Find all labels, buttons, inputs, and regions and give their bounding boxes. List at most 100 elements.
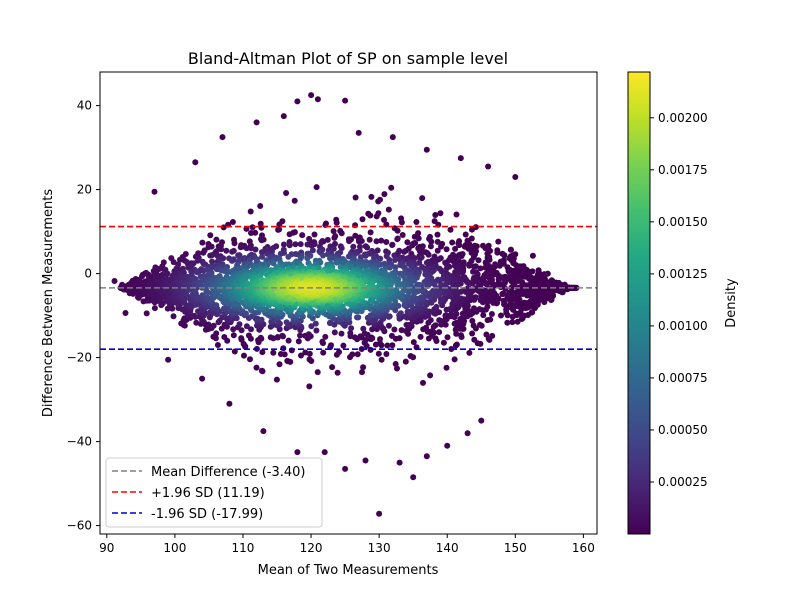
scatter-point: [234, 301, 241, 308]
scatter-point: [236, 321, 243, 328]
scatter-point: [399, 232, 406, 238]
colorbar-tick-label: 0.00100: [658, 319, 708, 333]
scatter-point: [247, 208, 254, 215]
scatter-point: [484, 303, 491, 310]
scatter-point: [470, 263, 477, 270]
scatter-point: [168, 275, 174, 282]
scatter-point: [231, 240, 238, 247]
scatter-point: [434, 247, 441, 254]
scatter-point: [311, 231, 318, 238]
scatter-point: [357, 254, 364, 261]
scatter-point: [257, 203, 264, 209]
scatter-point: [499, 291, 506, 297]
scatter-point: [297, 241, 304, 248]
scatter-point: [225, 305, 232, 312]
scatter-point: [364, 244, 371, 251]
scatter-point: [281, 287, 288, 294]
scatter-point: [437, 210, 444, 217]
scatter-point: [294, 449, 301, 456]
scatter-points: [111, 92, 580, 517]
scatter-point: [423, 146, 430, 153]
scatter-point: [447, 226, 454, 233]
scatter-point: [362, 457, 369, 464]
scatter-point: [498, 312, 504, 319]
scatter-point: [458, 332, 464, 339]
x-axis-label: Mean of Two Measurements: [258, 563, 439, 578]
scatter-point: [367, 212, 374, 219]
colorbar-tick-label: 0.00025: [658, 475, 708, 489]
scatter-point: [284, 357, 291, 364]
scatter-point: [388, 332, 395, 339]
scatter-point: [389, 242, 396, 248]
legend: Mean Difference (-3.40) +1.96 SD (11.19)…: [105, 457, 323, 528]
x-tick-label: 130: [368, 541, 391, 555]
scatter-point: [338, 230, 345, 237]
scatter-point: [357, 333, 364, 340]
scatter-point: [352, 232, 359, 239]
scatter-point: [338, 330, 345, 337]
scatter-point: [314, 96, 321, 103]
scatter-point: [489, 332, 496, 339]
scatter-point: [285, 337, 292, 344]
scatter-point: [376, 510, 383, 517]
scatter-point: [402, 358, 409, 365]
scatter-point: [389, 342, 396, 349]
scatter-point: [454, 301, 461, 308]
scatter-point: [463, 279, 470, 285]
scatter-point: [449, 300, 456, 307]
scatter-point: [443, 306, 450, 313]
legend-label-mean: Mean Difference (-3.40): [151, 465, 305, 480]
scatter-point: [248, 326, 254, 333]
scatter-point: [394, 365, 400, 372]
scatter-point: [257, 334, 264, 341]
scatter-point: [210, 322, 217, 329]
scatter-point: [347, 307, 354, 314]
scatter-point: [453, 211, 460, 218]
scatter-point: [298, 352, 304, 359]
scatter-point: [424, 299, 430, 306]
scatter-point: [279, 332, 286, 339]
scatter-point: [218, 246, 224, 253]
scatter-point: [436, 317, 443, 324]
scatter-point: [243, 245, 250, 252]
scatter-point: [270, 349, 277, 356]
scatter-point: [305, 331, 312, 338]
scatter-point: [476, 306, 483, 313]
scatter-point: [431, 218, 438, 225]
scatter-point: [403, 321, 410, 328]
scatter-point: [478, 417, 485, 424]
colorbar-tick-label: 0.00075: [658, 371, 708, 385]
scatter-point: [350, 243, 357, 250]
scatter-point: [164, 270, 171, 277]
scatter-point: [504, 319, 511, 326]
scatter-point: [366, 236, 373, 243]
scatter-point: [330, 228, 337, 235]
scatter-point: [248, 245, 254, 252]
scatter-point: [339, 303, 346, 310]
y-axis-label: Difference Between Measurements: [41, 189, 56, 417]
scatter-point: [355, 129, 362, 136]
scatter-point: [458, 295, 465, 302]
scatter-point: [213, 236, 220, 243]
scatter-point: [333, 259, 340, 266]
scatter-point: [369, 326, 376, 333]
scatter-point: [404, 308, 411, 315]
scatter-point: [443, 246, 450, 253]
scatter-point: [229, 248, 236, 255]
scatter-point: [469, 226, 475, 233]
scatter-point: [423, 259, 430, 266]
scatter-point: [308, 242, 315, 249]
scatter-point: [471, 305, 477, 312]
chart-title: Bland-Altman Plot of SP on sample level: [188, 49, 508, 68]
scatter-point: [336, 349, 342, 355]
scatter-point: [432, 212, 439, 218]
scatter-point: [385, 206, 392, 213]
scatter-point: [373, 213, 380, 220]
scatter-point: [238, 335, 245, 342]
scatter-point: [354, 314, 360, 321]
scatter-point: [199, 292, 206, 299]
scatter-point: [280, 113, 287, 120]
scatter-point: [143, 310, 150, 317]
scatter-point: [500, 297, 507, 304]
scatter-point: [443, 364, 450, 371]
